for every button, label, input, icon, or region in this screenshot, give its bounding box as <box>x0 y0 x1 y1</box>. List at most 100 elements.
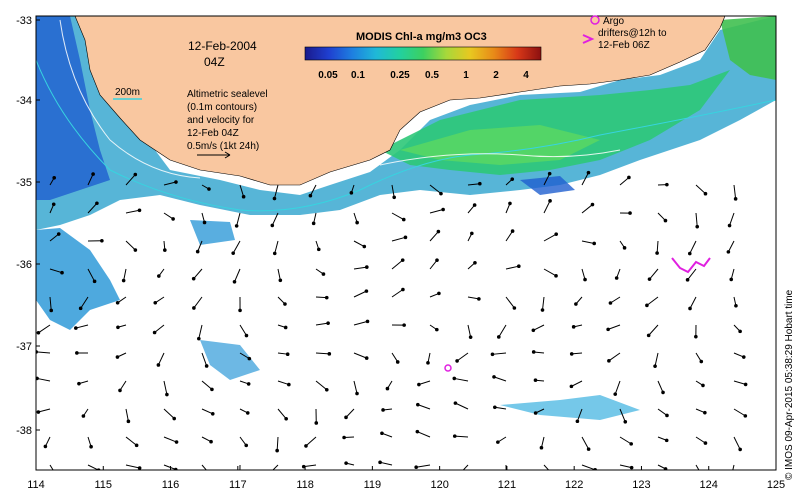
velocity-arrow <box>49 233 60 242</box>
velocity-arrow-head <box>126 419 131 424</box>
velocity-arrow <box>649 268 659 280</box>
velocity-arrow-head <box>645 303 649 308</box>
velocity-arrow <box>494 406 507 410</box>
x-tick-label: 123 <box>632 479 650 491</box>
velocity-arrow-head <box>426 361 430 365</box>
velocity-arrow-head <box>231 251 235 255</box>
velocity-arrow <box>198 324 203 339</box>
velocity-arrow-head <box>628 211 632 215</box>
velocity-arrow <box>608 352 621 362</box>
velocity-arrow <box>125 436 137 446</box>
velocity-arrow-head <box>743 414 748 418</box>
velocity-arrow-head <box>629 465 634 470</box>
velocity-arrow <box>353 380 358 394</box>
velocity-arrow <box>80 296 89 309</box>
velocity-arrow <box>125 240 136 251</box>
velocity-arrow-head <box>623 419 628 424</box>
velocity-arrow <box>201 352 208 367</box>
velocity-arrow-head <box>49 308 54 313</box>
velocity-arrow-head <box>311 221 316 226</box>
velocity-arrow-head <box>607 359 611 363</box>
velocity-arrow <box>239 184 245 197</box>
velocity-arrow <box>729 212 735 226</box>
velocity-arrow-head <box>316 247 321 252</box>
velocity-arrow <box>353 290 367 298</box>
velocity-arrow <box>353 266 367 270</box>
velocity-arrow-head <box>385 386 390 391</box>
velocity-arrow <box>541 296 545 311</box>
velocity-arrow-head <box>232 280 237 284</box>
colorbar-tick-label: 0.5 <box>425 70 439 81</box>
velocity-arrow-head <box>492 375 496 379</box>
velocity-arrow <box>467 296 479 300</box>
sealevel-note-line: 0.5m/s (1kt 24h) <box>187 141 259 152</box>
velocity-arrow <box>277 268 281 281</box>
velocity-arrows <box>36 170 748 470</box>
velocity-arrow-head <box>401 287 405 292</box>
velocity-arrow <box>614 380 621 395</box>
velocity-arrow <box>391 212 404 221</box>
velocity-arrow <box>49 296 52 311</box>
velocity-arrow <box>505 230 514 242</box>
velocity-arrow <box>87 268 96 282</box>
velocity-arrow-head <box>56 232 61 236</box>
velocity-arrow <box>309 184 317 196</box>
velocity-arrow-head <box>209 439 213 444</box>
velocity-arrow-head <box>401 217 406 222</box>
velocity-arrow-head <box>173 467 178 470</box>
x-tick-label: 116 <box>162 479 180 491</box>
velocity-arrow <box>125 408 129 422</box>
velocity-arrow-head <box>531 350 536 354</box>
velocity-arrow-head <box>592 241 596 246</box>
velocity-arrow-head <box>378 460 382 465</box>
velocity-arrow <box>193 296 203 309</box>
velocity-arrow-head <box>275 448 279 453</box>
velocity-arrow-head <box>157 274 161 278</box>
velocity-arrow <box>163 212 174 220</box>
argo-legend-line: drifters@12h to <box>598 28 667 39</box>
velocity-arrow <box>345 408 355 418</box>
velocity-arrow-head <box>78 306 83 311</box>
time-label: 04Z <box>204 55 225 69</box>
velocity-arrow <box>695 436 706 444</box>
velocity-arrow <box>163 380 168 395</box>
velocity-arrow-head <box>583 277 587 282</box>
x-tick-label: 114 <box>27 479 45 491</box>
velocity-arrow-head <box>36 410 41 414</box>
x-tick-label: 118 <box>296 479 314 491</box>
velocity-arrow-head <box>133 172 138 177</box>
velocity-arrow-head <box>665 413 669 418</box>
velocity-arrow-head <box>270 223 275 228</box>
velocity-arrow-head <box>470 231 474 236</box>
colorbar-ramp <box>304 46 542 61</box>
velocity-arrow <box>239 324 247 336</box>
velocity-arrow <box>36 351 51 354</box>
velocity-arrow-head <box>172 416 177 421</box>
velocity-arrow-head <box>417 382 421 387</box>
velocity-arrow-head <box>344 415 348 420</box>
velocity-arrow <box>391 236 406 242</box>
velocity-arrow-head <box>362 244 367 249</box>
velocity-arrow-head <box>614 276 619 280</box>
velocity-arrow-head <box>165 392 169 397</box>
velocity-arrow <box>201 408 213 415</box>
velocity-arrow <box>429 259 438 270</box>
velocity-arrow <box>733 408 746 417</box>
velocity-arrow-head <box>743 382 748 387</box>
velocity-arrow <box>646 296 659 306</box>
colorbar-tick-label: 0.25 <box>390 70 410 81</box>
velocity-arrow-head <box>278 278 283 283</box>
velocity-arrow-head <box>285 352 290 356</box>
velocity-arrow <box>353 352 367 359</box>
velocity-arrow-head <box>174 180 178 184</box>
velocity-arrow-head <box>533 378 538 383</box>
land-australia <box>74 16 726 186</box>
velocity-arrow <box>417 431 431 438</box>
velocity-arrow <box>36 377 51 382</box>
velocity-arrow <box>657 408 668 416</box>
velocity-arrow-head <box>468 335 473 339</box>
velocity-arrow-head <box>355 391 359 396</box>
